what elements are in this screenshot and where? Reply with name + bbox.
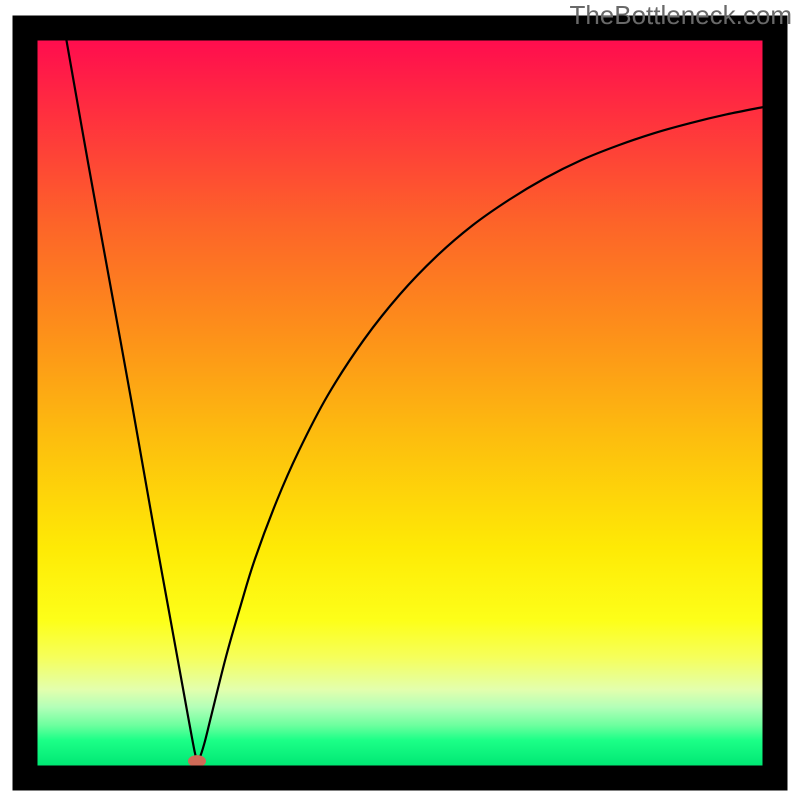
plot-background: [38, 41, 763, 766]
chart-frame: TheBottleneck.com: [0, 0, 800, 800]
watermark-text: TheBottleneck.com: [569, 0, 792, 31]
bottleneck-chart: [0, 0, 800, 800]
optimum-marker: [188, 755, 206, 767]
